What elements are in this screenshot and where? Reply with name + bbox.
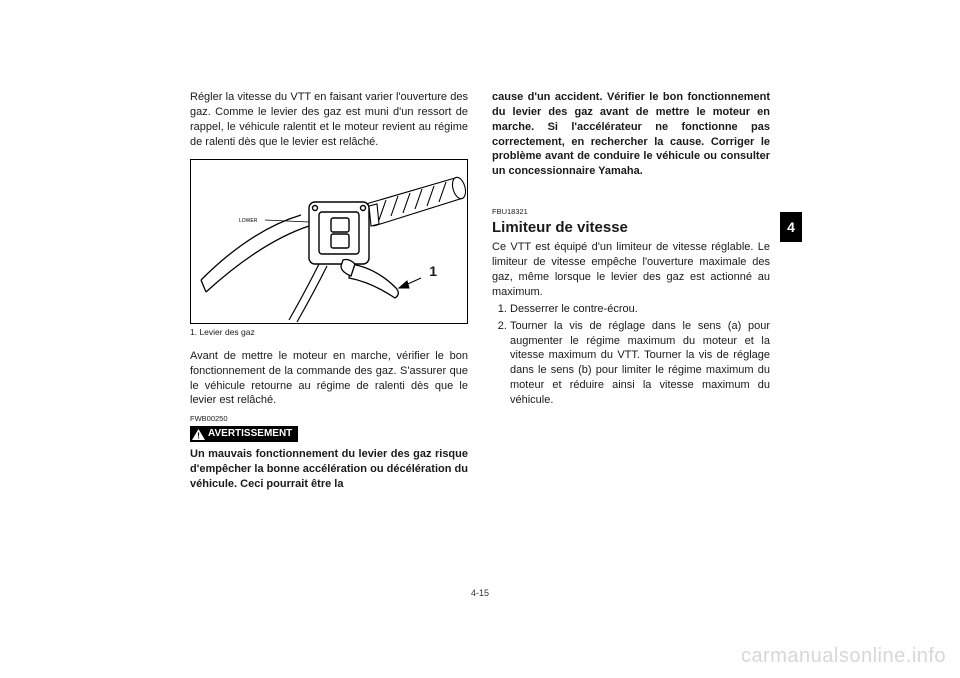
warning-label: ! AVERTISSEMENT — [190, 426, 298, 442]
warning-body-right: cause d'un accident. Vérifier le bon fon… — [492, 90, 770, 179]
figure-callout-number: 1 — [429, 262, 437, 281]
step-1: Desserrer le contre-écrou. — [510, 302, 770, 317]
pre-warning-paragraph: Avant de mettre le moteur en marche, vér… — [190, 349, 468, 408]
intro-paragraph: Régler la vitesse du VTT en faisant vari… — [190, 90, 468, 149]
svg-text:!: ! — [197, 430, 200, 440]
section-code: FBU18321 — [492, 207, 770, 217]
warning-code: FWB00250 — [190, 414, 468, 424]
step-2: Tourner la vis de réglage dans le sens (… — [510, 319, 770, 408]
page-number: 4-15 — [471, 588, 489, 598]
warning-body-left: Un mauvais fonctionnement du levier des … — [190, 447, 468, 492]
warning-triangle-icon: ! — [192, 429, 205, 440]
figure-caption: 1. Levier des gaz — [190, 327, 468, 338]
two-column-layout: Régler la vitesse du VTT en faisant vari… — [190, 90, 770, 492]
watermark: carmanualsonline.info — [741, 645, 946, 668]
warning-label-text: AVERTISSEMENT — [208, 427, 292, 441]
manual-page: Régler la vitesse du VTT en faisant vari… — [190, 90, 770, 590]
throttle-lever-figure: LOWER 1 — [190, 159, 468, 324]
section-body: Ce VTT est équipé d'un limiteur de vites… — [492, 240, 770, 299]
throttle-lever-illustration: LOWER — [191, 160, 469, 325]
right-column: cause d'un accident. Vérifier le bon fon… — [492, 90, 770, 492]
svg-text:LOWER: LOWER — [239, 218, 258, 224]
chapter-tab: 4 — [780, 212, 802, 242]
procedure-steps: Desserrer le contre-écrou. Tourner la vi… — [492, 302, 770, 408]
section-title: Limiteur de vitesse — [492, 218, 770, 238]
left-column: Régler la vitesse du VTT en faisant vari… — [190, 90, 468, 492]
